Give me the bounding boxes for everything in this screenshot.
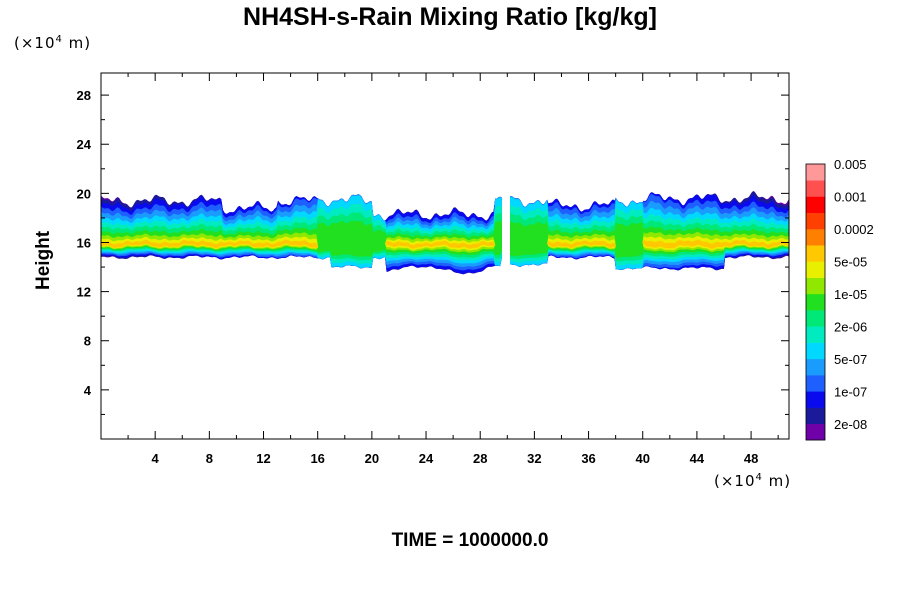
y-tick-label: 24 (77, 137, 92, 152)
x-axis-unit: (×104 m) (714, 472, 792, 490)
contour-band (101, 239, 502, 249)
colorbar-segment (806, 180, 825, 197)
colorbar-segment (806, 358, 825, 376)
x-tick-label: 20 (365, 451, 379, 466)
colorbar-segment (806, 164, 825, 181)
y-tick-label: 28 (77, 88, 91, 103)
colorbar-segment (806, 310, 825, 327)
chart-title: NH4SH-s-Rain Mixing Ratio [kg/kg] (243, 3, 657, 31)
y-tick-label: 12 (77, 285, 91, 300)
colorbar-segment (806, 342, 825, 360)
x-tick-label: 44 (690, 451, 705, 466)
colorbar-segment (806, 326, 825, 343)
colorbar-segment (806, 391, 825, 408)
colorbar-label: 0.0002 (834, 222, 874, 237)
colorbar-segment (806, 423, 825, 441)
y-axis-unit: (×104 m) (14, 34, 92, 52)
mixing-ratio-field (101, 191, 789, 275)
x-tick-label: 24 (419, 451, 434, 466)
colorbar-segment (806, 407, 825, 425)
colorbar-label: 0.005 (834, 157, 867, 172)
x-tick-label: 36 (581, 451, 595, 466)
y-tick-label: 16 (77, 235, 91, 250)
x-tick-label: 16 (310, 451, 324, 466)
x-tick-label: 40 (635, 451, 649, 466)
y-tick-label: 8 (84, 334, 91, 349)
colorbar: 2e-08 1e-07 5e-07 2e-06 1e-05 5e-05 0.0002 0.00… (805, 157, 874, 441)
colorbar-label: 2e-08 (834, 417, 867, 432)
colorbar-segment (806, 228, 825, 246)
colorbar-segment (806, 245, 825, 262)
colorbar-segment (806, 261, 825, 278)
colorbar-segment (806, 277, 825, 295)
colorbar-label: 2e-06 (834, 319, 867, 334)
colorbar-frame (805, 163, 826, 441)
colorbar-segment (806, 293, 825, 311)
colorbar-segment (806, 196, 825, 214)
colorbar-label: 5e-05 (834, 254, 867, 269)
colorbar-label: 5e-07 (834, 352, 867, 367)
x-tick-label: 12 (256, 451, 270, 466)
contour-band (510, 239, 789, 249)
y-tick-label: 20 (77, 186, 91, 201)
colorbar-label: 1e-05 (834, 287, 867, 302)
y-tick-label: 4 (84, 383, 92, 398)
colorbar-label: 1e-07 (834, 384, 867, 399)
time-label: TIME = 1000000.0 (391, 530, 549, 551)
x-tick-label: 48 (744, 451, 758, 466)
colorbar-segment (806, 375, 825, 392)
colorbar-label: 0.001 (834, 189, 867, 204)
x-tick-label: 8 (206, 451, 213, 466)
x-tick-label: 28 (473, 451, 487, 466)
plot-frame (100, 72, 790, 440)
x-tick-label: 32 (527, 451, 541, 466)
colorbar-segment (806, 212, 825, 230)
x-tick-label: 4 (152, 451, 160, 466)
